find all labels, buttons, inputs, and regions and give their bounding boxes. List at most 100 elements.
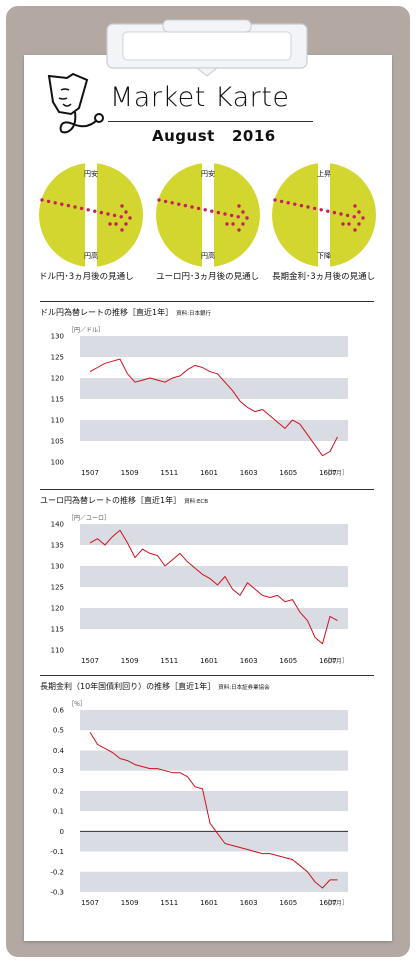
x-unit-label: ［年月］ xyxy=(324,899,348,907)
series-line xyxy=(89,731,338,889)
y-tick-label: 0.5 xyxy=(53,727,64,735)
stethoscope-logo-icon xyxy=(47,72,104,134)
y-tick-label: 0.4 xyxy=(53,747,65,755)
arrow-head-dot xyxy=(341,222,345,226)
arrow-head-dot xyxy=(357,210,361,214)
x-unit-label: ［年月］ xyxy=(324,657,348,665)
arrow-dot xyxy=(190,205,194,209)
arrow-dot xyxy=(177,202,181,206)
gauge-caption-1: ドル円･3ヵ月後の見通し xyxy=(39,272,134,282)
gridline-band xyxy=(80,710,348,731)
chart-title-usdjpy: ドル円為替レートの推移［直近1年］ 資料:日本銀行 xyxy=(40,308,211,317)
arrow-dot xyxy=(170,201,174,205)
y-tick-label: 125 xyxy=(51,354,64,362)
x-tick-label: 1605 xyxy=(279,899,297,907)
arrow-dot xyxy=(112,213,117,218)
x-tick-label: 1607 xyxy=(319,469,337,477)
section-rule-2 xyxy=(40,489,374,490)
x-tick-label: 1601 xyxy=(200,899,218,907)
arrow-dot xyxy=(210,209,214,213)
arrow-dot xyxy=(216,210,221,215)
gauge-divider xyxy=(85,163,97,267)
chart-title-eurjpy: ユーロ円為替レートの推移［直近1年］ 資料:ECB xyxy=(40,496,209,505)
arrow-head-dot xyxy=(241,210,245,214)
title-rule xyxy=(108,121,313,122)
gridline-band xyxy=(80,750,348,771)
gridline-band xyxy=(80,608,348,629)
y-tick-label: -0.3 xyxy=(50,889,64,897)
usdjpy-line-chart: 130 125 120 115 110 105 100 ［円／ドル］ 1507 1509 1511 1… xyxy=(51,327,348,477)
x-tick-label: 1507 xyxy=(81,469,99,477)
page-subtitle: August 2016 xyxy=(152,127,276,145)
y-tick-label: 140 xyxy=(51,521,64,529)
arrow-head-dot xyxy=(353,204,357,208)
gridline-band xyxy=(80,420,348,441)
gauge-bottom-label: 円高 xyxy=(201,251,215,260)
gauge-top-label: 円安 xyxy=(201,169,215,178)
y-tick-label: -0.1 xyxy=(50,848,64,856)
y-tick-label: 115 xyxy=(51,396,64,404)
gauge-caption-2: ユーロ円･3ヵ月後の見通し xyxy=(156,272,260,282)
arrow-head-dot xyxy=(124,222,128,226)
arrow-head-dot xyxy=(128,216,132,220)
x-tick-label: 1603 xyxy=(240,469,258,477)
x-tick-label: 1607 xyxy=(319,657,337,665)
arrow-dot xyxy=(293,202,297,206)
arrow-dot xyxy=(93,209,97,213)
x-tick-label: 1511 xyxy=(160,469,178,477)
arrow-dot xyxy=(66,203,71,208)
arrow-dot xyxy=(306,205,310,209)
section-rule-1 xyxy=(40,301,374,302)
gauge-bottom-label: 円高 xyxy=(84,251,98,260)
gridline-band xyxy=(80,790,348,812)
arrow-dot xyxy=(299,203,304,208)
arrow-head-dot xyxy=(357,222,361,226)
arrow-head-dot xyxy=(241,222,245,226)
x-tick-label: 1601 xyxy=(200,657,218,665)
arrow-head-dot xyxy=(361,216,365,220)
x-tick-label: 1605 xyxy=(279,657,297,665)
arrow-head-dot xyxy=(353,228,357,232)
arrow-dot xyxy=(312,206,317,211)
arrow-head-dot xyxy=(114,222,118,226)
arrow-dot xyxy=(119,215,123,219)
arrow-head-dot xyxy=(225,222,229,226)
y-tick-label: 100 xyxy=(51,459,64,467)
arrow-head-dot xyxy=(237,204,241,208)
y-tick-label: 110 xyxy=(51,647,64,655)
chart-title-jgb: 長期金利（10年国債利回り）の推移［直近1年］ 資料:日本証券業協会 xyxy=(40,682,270,691)
x-tick-label: 1511 xyxy=(160,899,178,907)
x-tick-label: 1509 xyxy=(121,657,139,665)
x-unit-label: ［年月］ xyxy=(324,469,348,477)
eurjpy-line-chart: 140 135 130 125 120 115 110 ［円／ユーロ］ 1507 1509 1511… xyxy=(51,515,348,665)
arrow-dot xyxy=(319,208,323,212)
y-tick-label: 130 xyxy=(51,333,64,341)
y-tick-label: -0.2 xyxy=(50,868,64,876)
arrow-head-dot xyxy=(237,228,241,232)
clipboard-clip xyxy=(106,19,308,77)
arrow-dot xyxy=(203,208,207,212)
arrow-dot xyxy=(60,202,64,206)
x-tick-label: 1605 xyxy=(279,469,297,477)
arrow-dot xyxy=(339,212,343,216)
arrow-dot xyxy=(352,215,356,219)
arrow-dot xyxy=(106,212,110,216)
y-tick-label: 0.6 xyxy=(53,707,65,715)
y-tick-label: 0.2 xyxy=(53,787,64,795)
arrow-dot xyxy=(345,213,350,218)
x-tick-label: 1603 xyxy=(240,899,258,907)
gridline-band xyxy=(80,524,348,545)
series-line xyxy=(89,529,338,645)
gridline-band xyxy=(80,566,348,587)
y-tick-label: 0 xyxy=(60,828,64,836)
x-tick-label: 1607 xyxy=(319,899,337,907)
arrow-dot xyxy=(157,198,161,202)
x-tick-label: 1511 xyxy=(160,657,178,665)
arrow-head-dot xyxy=(245,216,249,220)
arrow-dot xyxy=(279,199,284,204)
x-tick-label: 1507 xyxy=(81,899,99,907)
page-title: Market Karte xyxy=(110,82,290,113)
arrow-dot xyxy=(196,206,201,211)
